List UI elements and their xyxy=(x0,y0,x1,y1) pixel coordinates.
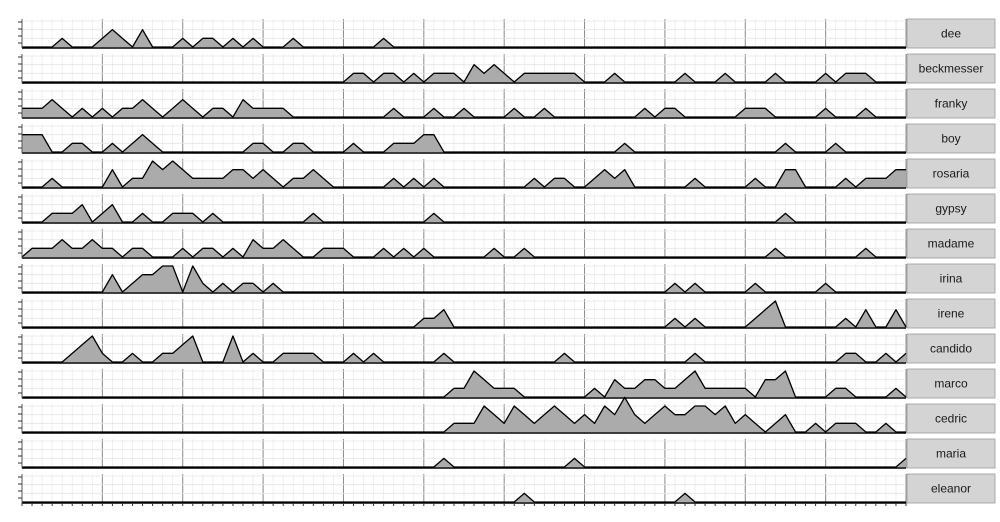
strip-label-irene: irene xyxy=(938,307,965,321)
panel-gypsy: gypsy xyxy=(18,193,996,224)
area-fill-franky xyxy=(22,99,906,117)
area-fill-madame xyxy=(22,239,906,257)
area-line-gypsy xyxy=(22,204,906,223)
panel-maria: maria xyxy=(18,438,996,469)
area-line-cedric xyxy=(22,396,906,433)
panel-candido: candido xyxy=(18,333,996,364)
strip-label-franky: franky xyxy=(935,97,968,111)
panel-boy: boy xyxy=(18,123,996,154)
strip-label-marco: marco xyxy=(934,377,968,391)
strip-eleanor xyxy=(906,473,996,504)
area-fill-cedric xyxy=(22,397,906,432)
strip-candido xyxy=(906,333,996,364)
strip-label-maria: maria xyxy=(936,447,966,461)
panel-eleanor: eleanor xyxy=(18,473,996,504)
strip-label-irina: irina xyxy=(940,272,963,286)
strip-irina xyxy=(906,263,996,294)
panel-irene: irene xyxy=(18,298,996,329)
strip-label-madame: madame xyxy=(928,237,975,251)
area-line-eleanor xyxy=(22,492,906,503)
strip-franky xyxy=(906,88,996,119)
area-fill-eleanor xyxy=(22,493,906,502)
panel-madame: madame xyxy=(18,228,996,259)
strip-madame xyxy=(906,228,996,259)
area-fill-irina xyxy=(22,266,906,292)
strip-gypsy xyxy=(906,193,996,224)
area-line-irene xyxy=(22,300,907,328)
area-line-rosaria xyxy=(22,160,906,188)
area-line-beckmesser xyxy=(22,64,906,83)
strip-label-candido: candido xyxy=(930,342,972,356)
area-line-candido xyxy=(22,335,907,363)
strip-label-rosaria: rosaria xyxy=(933,167,970,181)
strip-label-dee: dee xyxy=(941,27,961,41)
panel-franky: franky xyxy=(18,88,996,119)
strip-label-boy: boy xyxy=(941,132,960,146)
strip-marco xyxy=(906,368,996,399)
area-fill-boy xyxy=(22,134,906,152)
strip-label-beckmesser: beckmesser xyxy=(919,62,984,76)
strip-label-cedric: cedric xyxy=(935,412,967,426)
panel-rosaria: rosaria xyxy=(18,158,996,189)
strip-label-eleanor: eleanor xyxy=(931,482,971,496)
panels-group: dee beckmesser franky boy rosaria gypsy madame… xyxy=(18,18,996,506)
panel-beckmesser: beckmesser xyxy=(18,53,996,84)
area-line-dee xyxy=(22,29,906,48)
strip-label-gypsy: gypsy xyxy=(935,202,966,216)
strip-irene xyxy=(906,298,996,329)
area-line-madame xyxy=(21,239,906,258)
strip-dee xyxy=(906,18,996,49)
area-fill-rosaria xyxy=(22,161,906,187)
area-fill-marco xyxy=(22,371,906,397)
strip-maria xyxy=(906,438,996,469)
area-line-franky xyxy=(22,99,906,118)
strip-boy xyxy=(906,123,996,154)
area-line-boy xyxy=(22,134,906,153)
panel-cedric: cedric xyxy=(18,396,996,434)
strip-beckmesser xyxy=(906,53,996,84)
panel-marco: marco xyxy=(18,368,996,399)
strip-cedric xyxy=(906,403,996,434)
area-fill-beckmesser xyxy=(22,64,906,82)
panel-irina: irina xyxy=(18,263,996,294)
area-line-maria xyxy=(22,457,907,468)
area-line-irina xyxy=(22,265,906,293)
panel-dee: dee xyxy=(18,18,996,49)
area-line-marco xyxy=(22,370,907,398)
strip-rosaria xyxy=(906,158,996,189)
